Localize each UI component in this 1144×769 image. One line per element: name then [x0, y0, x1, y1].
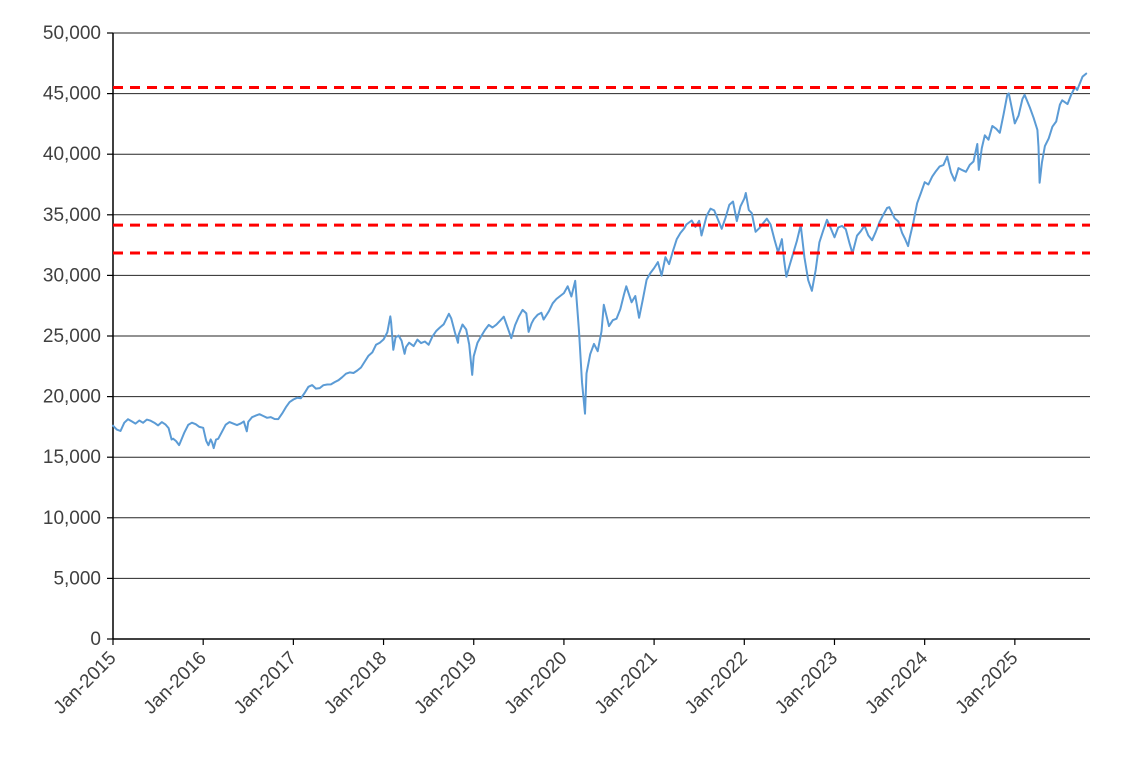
x-tick-label: Jan-2020: [501, 648, 572, 719]
x-tick-label: Jan-2019: [410, 648, 481, 719]
x-tick-label: Jan-2018: [320, 648, 391, 719]
x-tick-label: Jan-2016: [140, 648, 211, 719]
y-tick-label: 15,000: [43, 447, 101, 468]
y-tick-label: 30,000: [43, 265, 101, 286]
x-tick-label: Jan-2022: [681, 648, 752, 719]
price-line: [112, 72, 1088, 450]
y-tick-label: 50,000: [43, 23, 101, 44]
y-tick-label: 25,000: [43, 326, 101, 347]
y-tick-label: 40,000: [43, 144, 101, 165]
y-tick-label: 20,000: [43, 387, 101, 408]
y-tick-label: 35,000: [43, 205, 101, 226]
x-tick-label: Jan-2015: [50, 648, 121, 719]
y-tick-label: 45,000: [43, 84, 101, 105]
y-tick-label: 10,000: [43, 508, 101, 529]
x-tick-label: Jan-2025: [952, 648, 1023, 719]
x-tick-label: Jan-2021: [591, 648, 662, 719]
y-tick-label: 0: [90, 629, 101, 650]
x-tick-label: Jan-2017: [230, 648, 301, 719]
y-tick-label: 5,000: [53, 568, 101, 589]
x-tick-label: Jan-2023: [771, 648, 842, 719]
x-tick-label: Jan-2024: [861, 647, 932, 718]
